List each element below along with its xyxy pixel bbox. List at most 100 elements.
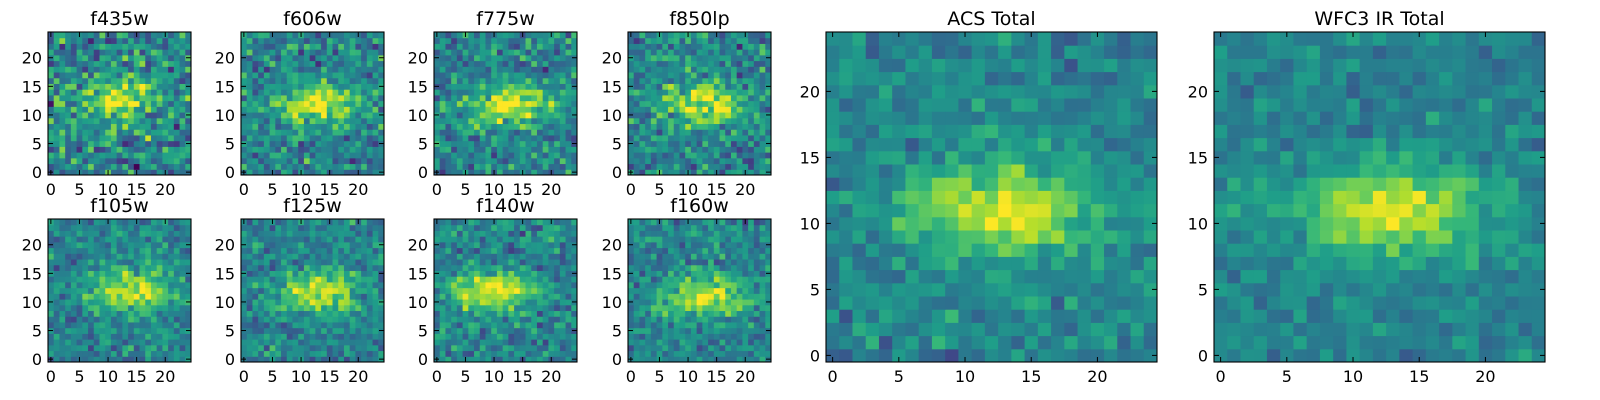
heatmap-cell bbox=[263, 89, 271, 96]
heatmap-cell bbox=[99, 230, 106, 237]
heatmap-cell bbox=[662, 356, 669, 363]
heatmap-cell bbox=[355, 259, 362, 266]
heatmap-cell bbox=[565, 304, 572, 312]
heatmap-cell bbox=[303, 230, 311, 237]
heatmap-cell bbox=[708, 152, 715, 159]
heatmap-cell bbox=[76, 106, 83, 113]
heatmap-cell bbox=[559, 77, 567, 84]
heatmap-cell bbox=[536, 43, 544, 50]
heatmap-cell bbox=[303, 60, 311, 67]
heatmap-cell bbox=[742, 333, 749, 340]
heatmap-cell bbox=[303, 54, 311, 62]
heatmap-cell bbox=[468, 253, 475, 260]
heatmap-cell bbox=[559, 49, 567, 56]
heatmap-cell bbox=[65, 316, 72, 323]
heatmap-cell bbox=[730, 350, 738, 357]
heatmap-cell bbox=[514, 37, 521, 44]
heatmap-cell bbox=[554, 316, 561, 323]
heatmap-cell bbox=[496, 112, 504, 119]
heatmap-cell bbox=[286, 270, 293, 277]
heatmap-cell bbox=[759, 106, 766, 113]
heatmap-cell bbox=[321, 310, 328, 317]
heatmap-cell bbox=[309, 146, 316, 153]
heatmap-cell bbox=[685, 89, 692, 96]
heatmap-cell bbox=[343, 253, 351, 260]
heatmap-cell bbox=[456, 241, 464, 249]
heatmap-cell bbox=[48, 66, 55, 73]
heatmap-cell bbox=[70, 259, 78, 266]
heatmap-cell bbox=[139, 253, 146, 260]
heatmap-cell bbox=[173, 356, 181, 363]
heatmap-cell bbox=[468, 140, 475, 147]
heatmap-cell bbox=[439, 83, 446, 90]
heatmap-cell bbox=[70, 287, 78, 294]
heatmap-cell bbox=[343, 163, 351, 170]
heatmap-cell bbox=[708, 49, 715, 56]
heatmap-cell bbox=[361, 350, 368, 357]
heatmap-cell bbox=[315, 106, 322, 113]
heatmap-cell bbox=[361, 37, 368, 44]
heatmap-cell bbox=[338, 54, 345, 62]
heatmap-cell bbox=[736, 49, 743, 56]
heatmap-cell bbox=[468, 134, 475, 142]
heatmap-cell bbox=[668, 356, 675, 363]
heatmap-cell bbox=[554, 259, 561, 266]
heatmap-cell bbox=[139, 83, 146, 90]
heatmap-cell bbox=[696, 49, 703, 56]
heatmap-cell bbox=[462, 247, 469, 254]
heatmap-cell bbox=[496, 321, 504, 329]
heatmap-cell bbox=[748, 293, 755, 300]
heatmap-cell bbox=[168, 163, 175, 170]
heatmap-cell bbox=[105, 157, 112, 165]
heatmap-cell bbox=[548, 333, 555, 340]
heatmap-cell bbox=[185, 77, 192, 84]
heatmap-cell bbox=[685, 327, 692, 334]
heatmap-cell bbox=[145, 259, 152, 266]
heatmap-cell bbox=[93, 83, 100, 90]
heatmap-cell bbox=[269, 129, 276, 136]
heatmap-cell bbox=[150, 72, 158, 79]
heatmap-cell bbox=[70, 230, 78, 237]
heatmap-cell bbox=[145, 83, 152, 90]
heatmap-cell bbox=[650, 276, 658, 283]
heatmap-cell bbox=[76, 276, 83, 283]
heatmap-cell bbox=[366, 152, 374, 159]
heatmap-cell bbox=[275, 293, 282, 300]
heatmap-cell bbox=[252, 344, 259, 352]
heatmap-cell bbox=[485, 356, 492, 363]
heatmap-cell bbox=[485, 281, 492, 289]
heatmap-cell bbox=[133, 350, 141, 357]
heatmap-cell bbox=[263, 287, 271, 294]
heatmap-cell bbox=[133, 49, 141, 56]
heatmap-cell bbox=[456, 72, 464, 79]
heatmap-cell bbox=[542, 287, 549, 294]
heatmap-cell bbox=[156, 333, 163, 340]
heatmap-cell bbox=[748, 60, 755, 67]
heatmap-cell bbox=[281, 140, 288, 147]
heatmap-cell bbox=[162, 259, 169, 266]
heatmap-cell bbox=[116, 72, 123, 79]
heatmap-cell bbox=[372, 247, 379, 254]
heatmap-cell bbox=[514, 66, 521, 73]
heatmap-cell bbox=[156, 350, 163, 357]
heatmap-cell bbox=[128, 259, 135, 266]
heatmap-cell bbox=[690, 100, 698, 107]
heatmap-cell bbox=[252, 157, 259, 165]
heatmap-cell bbox=[628, 287, 635, 294]
heatmap-cell bbox=[99, 264, 106, 271]
heatmap-cell bbox=[93, 37, 100, 44]
heatmap-cell bbox=[508, 321, 515, 329]
heatmap-cell bbox=[496, 94, 504, 102]
heatmap-cell bbox=[246, 287, 253, 294]
heatmap-cell bbox=[162, 316, 169, 323]
heatmap-cell bbox=[332, 117, 339, 125]
heatmap-cell bbox=[719, 339, 726, 346]
heatmap-cell bbox=[53, 310, 60, 317]
heatmap-cell bbox=[748, 327, 755, 334]
heatmap-cell bbox=[439, 157, 446, 165]
heatmap-cell bbox=[456, 304, 464, 312]
heatmap-cell bbox=[298, 157, 305, 165]
heatmap-cell bbox=[128, 117, 135, 125]
heatmap-cell bbox=[736, 310, 743, 317]
heatmap-cell bbox=[355, 304, 362, 312]
